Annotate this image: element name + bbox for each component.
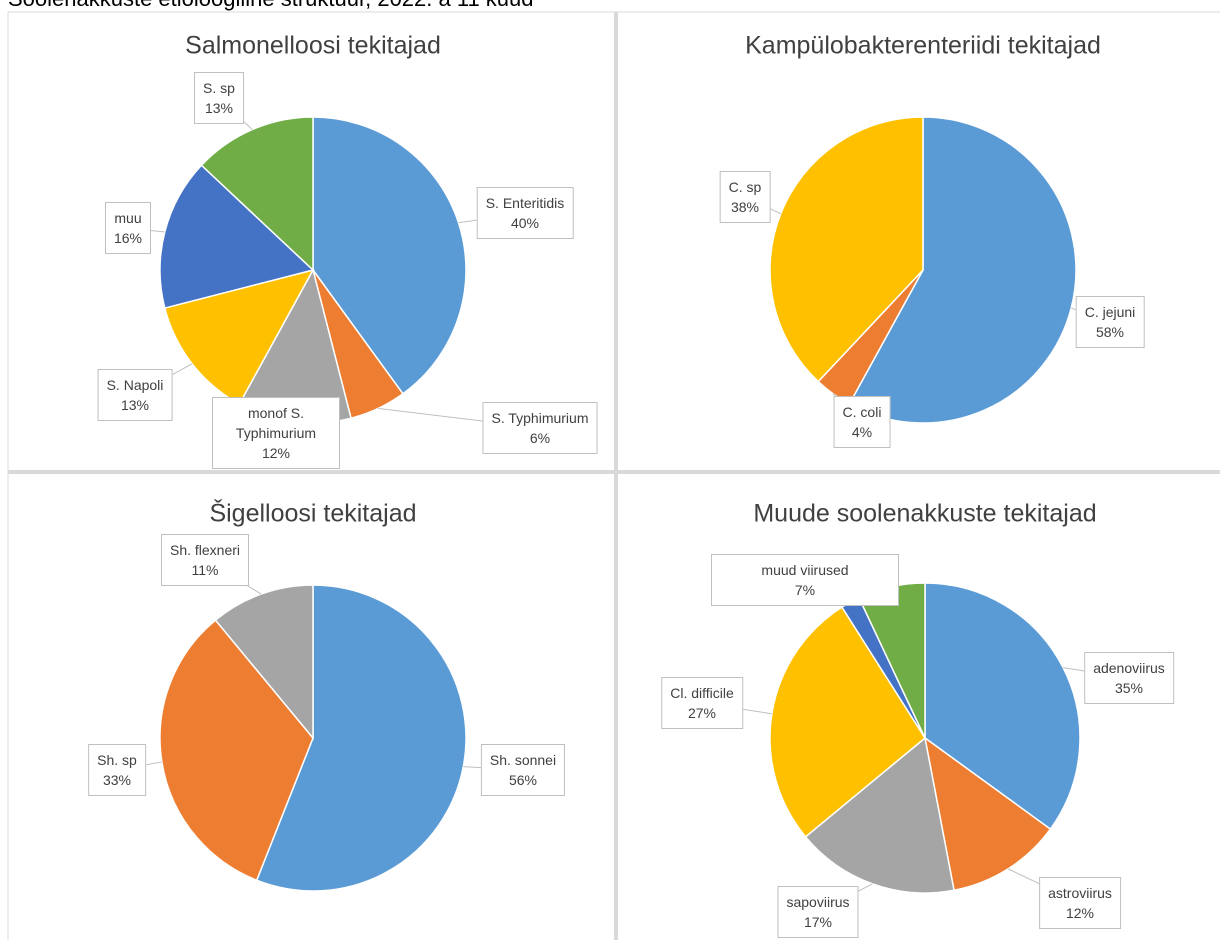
data-label: Sh. sp 33% xyxy=(88,744,146,796)
data-label: C. jejuni 58% xyxy=(1075,296,1145,348)
label-value: 4% xyxy=(851,424,873,440)
label-value: 7% xyxy=(794,582,816,598)
data-label: S. sp 13% xyxy=(194,72,244,124)
data-label: C. sp 38% xyxy=(719,171,771,223)
label-value: 6% xyxy=(529,430,551,446)
label-name: muud viirused xyxy=(761,562,849,578)
data-label: S. Enteritidis 40% xyxy=(476,187,574,239)
label-value: 11% xyxy=(191,562,219,578)
label-value: 33% xyxy=(102,772,132,788)
label-name: Sh. flexneri xyxy=(169,542,241,558)
data-label: Sh. flexneri 11% xyxy=(160,534,250,586)
label-value: 56% xyxy=(508,772,538,788)
chart-title: Kampülobakterenteriidi tekitajad xyxy=(745,32,1101,60)
label-name: C. coli xyxy=(842,404,882,420)
label-name: astroviirus xyxy=(1048,885,1112,901)
label-name: Sh. sp xyxy=(97,752,137,768)
pie-slice xyxy=(255,584,467,892)
label-value: 27% xyxy=(687,705,717,721)
data-label: C. coli 4% xyxy=(833,396,891,448)
data-label: monof S. Typhimurium 12% xyxy=(212,397,340,469)
data-label: astroviirus 12% xyxy=(1039,877,1121,929)
label-value: 12% xyxy=(261,445,291,461)
label-name: muu xyxy=(114,210,142,226)
pie-slice xyxy=(159,164,315,309)
label-name: Cl. difficile xyxy=(670,685,734,701)
label-value: 40% xyxy=(510,215,540,231)
label-name: Sh. sonnei xyxy=(489,752,557,768)
pie-slice xyxy=(214,584,314,741)
label-name: S. Napoli xyxy=(106,377,164,393)
data-label: Cl. difficile 27% xyxy=(661,677,743,729)
data-label: sapoviirus 17% xyxy=(777,886,859,938)
label-name: S. Typhimurium xyxy=(491,410,589,426)
data-label: Sh. sonnei 56% xyxy=(480,744,566,796)
label-name: C. jejuni xyxy=(1084,304,1136,320)
chart-title: Šigelloosi tekitajad xyxy=(209,499,416,528)
label-value: 38% xyxy=(730,199,760,215)
data-label: S. Typhimurium 6% xyxy=(482,402,598,454)
label-value: 17% xyxy=(803,914,833,930)
label-value: 13% xyxy=(120,397,150,413)
label-name: adenoviirus xyxy=(1093,660,1165,676)
label-name: sapoviirus xyxy=(786,894,850,910)
label-name: C. sp xyxy=(728,179,762,195)
label-value: 35% xyxy=(1114,680,1144,696)
label-name: S. Enteritidis xyxy=(485,195,565,211)
data-label: muu 16% xyxy=(104,202,152,254)
label-value: 16% xyxy=(113,230,143,246)
label-name: monof S. Typhimurium xyxy=(235,405,317,441)
label-value: 58% xyxy=(1095,324,1125,340)
chart-title: Muude soolenakkuste tekitajad xyxy=(753,500,1096,528)
chart-title: Salmonelloosi tekitajad xyxy=(185,32,441,60)
data-label: adenoviirus 35% xyxy=(1084,652,1174,704)
label-value: 12% xyxy=(1065,905,1095,921)
data-label: muud viirused 7% xyxy=(711,554,899,606)
data-label: S. Napoli 13% xyxy=(97,369,173,421)
pie-slice xyxy=(924,582,1081,831)
page-title: Soolenakkuste etioloogiline struktuur, 2… xyxy=(8,0,534,12)
label-value: 13% xyxy=(204,100,234,116)
pie-slice xyxy=(200,116,314,272)
label-name: S. sp xyxy=(203,80,235,96)
pie-slice xyxy=(848,116,1077,424)
pie-slice xyxy=(159,619,314,882)
